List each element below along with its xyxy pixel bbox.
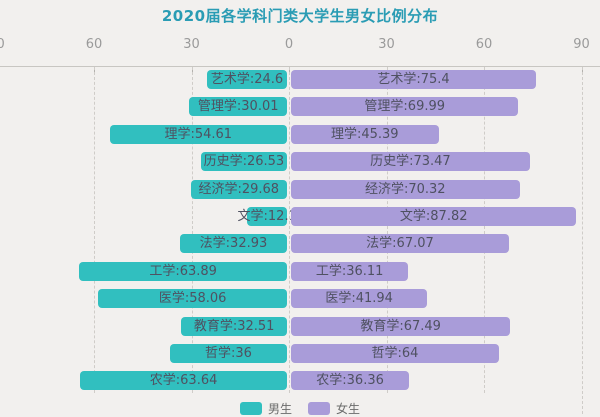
- female-bar-label: 管理学:69.99: [364, 99, 446, 115]
- female-bar[interactable]: 哲学:64: [291, 344, 499, 363]
- gridline: [191, 67, 193, 393]
- female-bar[interactable]: 医学:41.94: [291, 289, 428, 309]
- female-bar-label: 医学:41.94: [325, 291, 393, 307]
- legend-item-male[interactable]: 男生: [239, 400, 292, 417]
- male-bar-label: 经济学:29.68: [198, 181, 280, 197]
- axis-tick-label: 30: [183, 37, 200, 52]
- female-bar-label: 艺术学:75.4: [377, 72, 450, 87]
- axis-tick-label: 60: [85, 37, 103, 52]
- male-bar[interactable]: 哲学:36: [170, 344, 287, 363]
- female-bar[interactable]: 文学:87.82: [291, 207, 577, 226]
- male-bar[interactable]: 管理学:30.01: [189, 97, 287, 117]
- male-bar-label: 理学:54.61: [164, 126, 233, 142]
- male-bar[interactable]: 经济学:29.68: [190, 179, 287, 199]
- female-bar-label: 经济学:70.32: [364, 181, 446, 197]
- male-bar-label: 文学:12.1: [237, 209, 297, 224]
- axis-tick-label: 90: [573, 37, 590, 52]
- female-bar-label: 文学:87.82: [399, 209, 468, 224]
- female-bar[interactable]: 艺术学:75.4: [291, 70, 537, 89]
- male-bar[interactable]: 医学:58.06: [98, 289, 287, 309]
- axis-line: [0, 66, 600, 67]
- gridline: [94, 67, 95, 393]
- female-bar[interactable]: 工学:36.11: [291, 261, 409, 281]
- male-bar-label: 艺术学:24.6: [210, 72, 284, 87]
- legend-item-female[interactable]: 女生: [308, 400, 360, 417]
- female-bar-label: 法学:67.07: [366, 236, 434, 252]
- female-bar-label: 历史学:73.47: [370, 154, 451, 170]
- male-bar-label: 哲学:36: [205, 346, 252, 361]
- male-bar[interactable]: 农学:63.64: [80, 371, 287, 391]
- female-color-swatch: [308, 402, 330, 415]
- gridline: [289, 67, 290, 393]
- female-bar-label: 工学:36.11: [315, 263, 384, 279]
- male-bar[interactable]: 法学:32.93: [179, 234, 287, 254]
- axis-tick-label: 0: [284, 37, 294, 52]
- male-bar-label: 管理学:30.01: [197, 99, 279, 115]
- male-bar[interactable]: 文学:12.1: [238, 207, 297, 226]
- male-bar-label: 医学:58.06: [158, 291, 227, 307]
- female-bar[interactable]: 历史学:73.47: [291, 152, 530, 172]
- male-bar[interactable]: 历史学:26.53: [200, 152, 287, 172]
- gridline: [581, 67, 583, 414]
- male-bar-label: 教育学:32.51: [193, 318, 275, 334]
- chart-title: 2020届各学科门类大学生男女比例分布: [161, 7, 439, 25]
- legend: 男生 女生: [0, 401, 600, 416]
- female-bar-label: 教育学:67.49: [360, 318, 441, 334]
- female-bar-label: 哲学:64: [371, 346, 419, 361]
- male-bar[interactable]: 教育学:32.51: [181, 316, 287, 336]
- male-bar[interactable]: 工学:63.89: [79, 261, 287, 281]
- male-color-swatch: [239, 402, 262, 415]
- female-bar[interactable]: 农学:36.36: [291, 371, 410, 391]
- axis-tick-label: 30: [378, 37, 395, 52]
- legend-male-label: 男生: [267, 402, 292, 416]
- male-bar-label: 工学:63.89: [149, 263, 217, 279]
- male-bar-label: 历史学:26.53: [203, 154, 285, 170]
- axis-tick-label: 60: [475, 37, 493, 52]
- female-bar-label: 理学:45.39: [330, 126, 399, 142]
- gridline: [484, 67, 485, 393]
- female-bar[interactable]: 法学:67.07: [291, 234, 509, 254]
- male-bar-label: 法学:32.93: [199, 236, 268, 252]
- female-bar[interactable]: 管理学:69.99: [291, 97, 519, 117]
- male-bar[interactable]: 理学:54.61: [109, 124, 287, 144]
- gridline: [386, 67, 388, 393]
- female-bar[interactable]: 理学:45.39: [291, 124, 439, 144]
- female-bar[interactable]: 教育学:67.49: [291, 316, 511, 336]
- legend-female-label: 女生: [336, 402, 361, 416]
- male-bar[interactable]: 艺术学:24.6: [207, 70, 287, 89]
- female-bar-label: 农学:36.36: [316, 373, 384, 389]
- axis-tick-label: 90: [0, 37, 5, 52]
- female-bar[interactable]: 经济学:70.32: [291, 179, 520, 199]
- male-bar-label: 农学:63.64: [149, 373, 218, 389]
